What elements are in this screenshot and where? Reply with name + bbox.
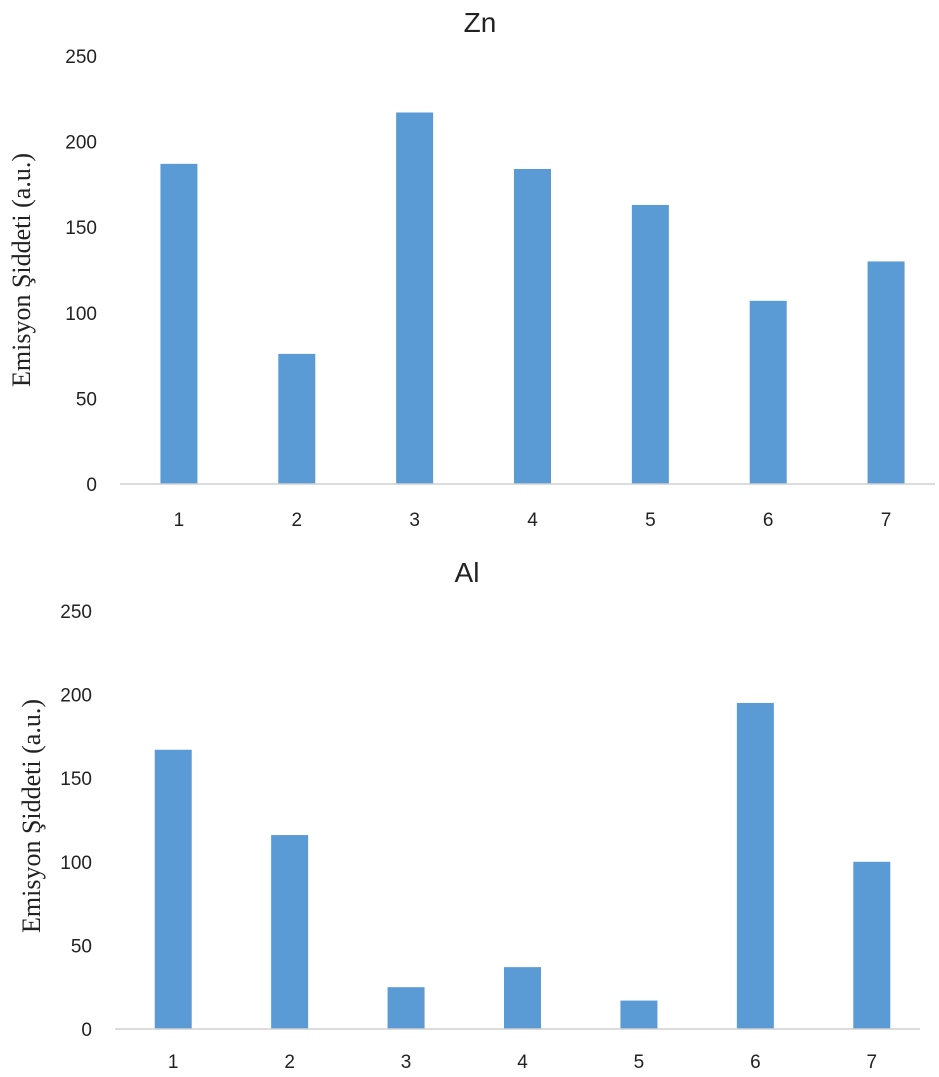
chart-zn-bar-4 xyxy=(514,168,551,484)
chart-zn-y-tick-label: 150 xyxy=(65,218,97,239)
chart-al-y-tick-label: 200 xyxy=(60,686,92,707)
chart-zn-x-tick-label: 6 xyxy=(763,510,774,531)
chart-al-title: Al xyxy=(455,557,480,588)
chart-zn-y-tick-label: 0 xyxy=(86,475,97,496)
chart-zn: Zn Emisyon Şiddeti (a.u.) 05010015020025… xyxy=(7,7,935,531)
chart-zn-bars xyxy=(160,112,905,484)
chart-al-y-tick-label: 50 xyxy=(71,936,92,957)
chart-zn-x-ticks: 1 2 3 4 5 6 7 xyxy=(174,510,892,531)
chart-zn-bar-3 xyxy=(396,112,434,484)
chart-al-bar-2 xyxy=(271,835,309,1029)
chart-zn-x-tick-label: 7 xyxy=(881,510,892,531)
chart-al-bar-7 xyxy=(853,861,891,1029)
chart-zn-y-tick-label: 100 xyxy=(65,304,97,325)
chart-al-y-tick-label: 0 xyxy=(81,1020,92,1041)
chart-al-y-ticks: 0 50 100 150 200 250 xyxy=(60,602,92,1041)
chart-zn-ylabel: Emisyon Şiddeti (a.u.) xyxy=(7,153,36,387)
chart-al-bar-6 xyxy=(736,702,774,1029)
chart-zn-y-ticks: 0 50 100 150 200 250 xyxy=(65,47,97,496)
chart-al: Al Emisyon Şiddeti (a.u.) 05010015020025… xyxy=(17,557,920,1073)
chart-zn-bar-7 xyxy=(867,261,905,484)
chart-zn-y-tick-label: 50 xyxy=(76,389,97,410)
chart-zn-x-tick-label: 2 xyxy=(291,510,302,531)
chart-zn-bar-6 xyxy=(749,300,787,484)
chart-al-x-tick-label: 7 xyxy=(866,1052,877,1073)
chart-zn-bar-2 xyxy=(278,353,316,484)
chart-zn-x-tick-label: 1 xyxy=(174,510,185,531)
chart-al-bar-1 xyxy=(154,749,192,1029)
chart-al-y-tick-label: 100 xyxy=(60,853,92,874)
chart-zn-bar-5 xyxy=(631,204,669,484)
chart-zn-x-tick-label: 3 xyxy=(409,510,420,531)
chart-zn-title: Zn xyxy=(464,7,497,38)
chart-al-bars xyxy=(154,702,891,1029)
chart-zn-y-tick-label: 200 xyxy=(65,133,97,154)
chart-al-ylabel: Emisyon Şiddeti (a.u.) xyxy=(17,699,46,933)
chart-al-bar-3 xyxy=(387,987,425,1029)
chart-al-x-tick-label: 5 xyxy=(634,1052,645,1073)
chart-al-bar-4 xyxy=(504,967,541,1029)
chart-zn-x-tick-label: 4 xyxy=(527,510,538,531)
chart-zn-y-tick-label: 250 xyxy=(65,47,97,68)
chart-zn-bar-1 xyxy=(160,163,198,484)
chart-al-x-tick-label: 1 xyxy=(168,1052,179,1073)
chart-al-x-tick-label: 3 xyxy=(401,1052,412,1073)
chart-zn-x-tick-label: 5 xyxy=(645,510,656,531)
chart-al-y-tick-label: 250 xyxy=(60,602,92,623)
chart-al-x-ticks: 1 2 3 4 5 6 7 xyxy=(168,1052,877,1073)
chart-al-y-tick-label: 150 xyxy=(60,769,92,790)
chart-al-bar-5 xyxy=(620,1000,658,1029)
chart-al-x-tick-label: 2 xyxy=(284,1052,295,1073)
chart-al-x-tick-label: 6 xyxy=(750,1052,761,1073)
chart-al-x-tick-label: 4 xyxy=(517,1052,528,1073)
